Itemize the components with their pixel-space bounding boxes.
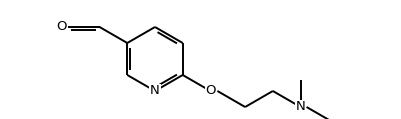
Text: N: N xyxy=(150,84,160,97)
Text: N: N xyxy=(295,101,305,114)
Text: O: O xyxy=(205,84,215,97)
Text: O: O xyxy=(56,20,67,34)
